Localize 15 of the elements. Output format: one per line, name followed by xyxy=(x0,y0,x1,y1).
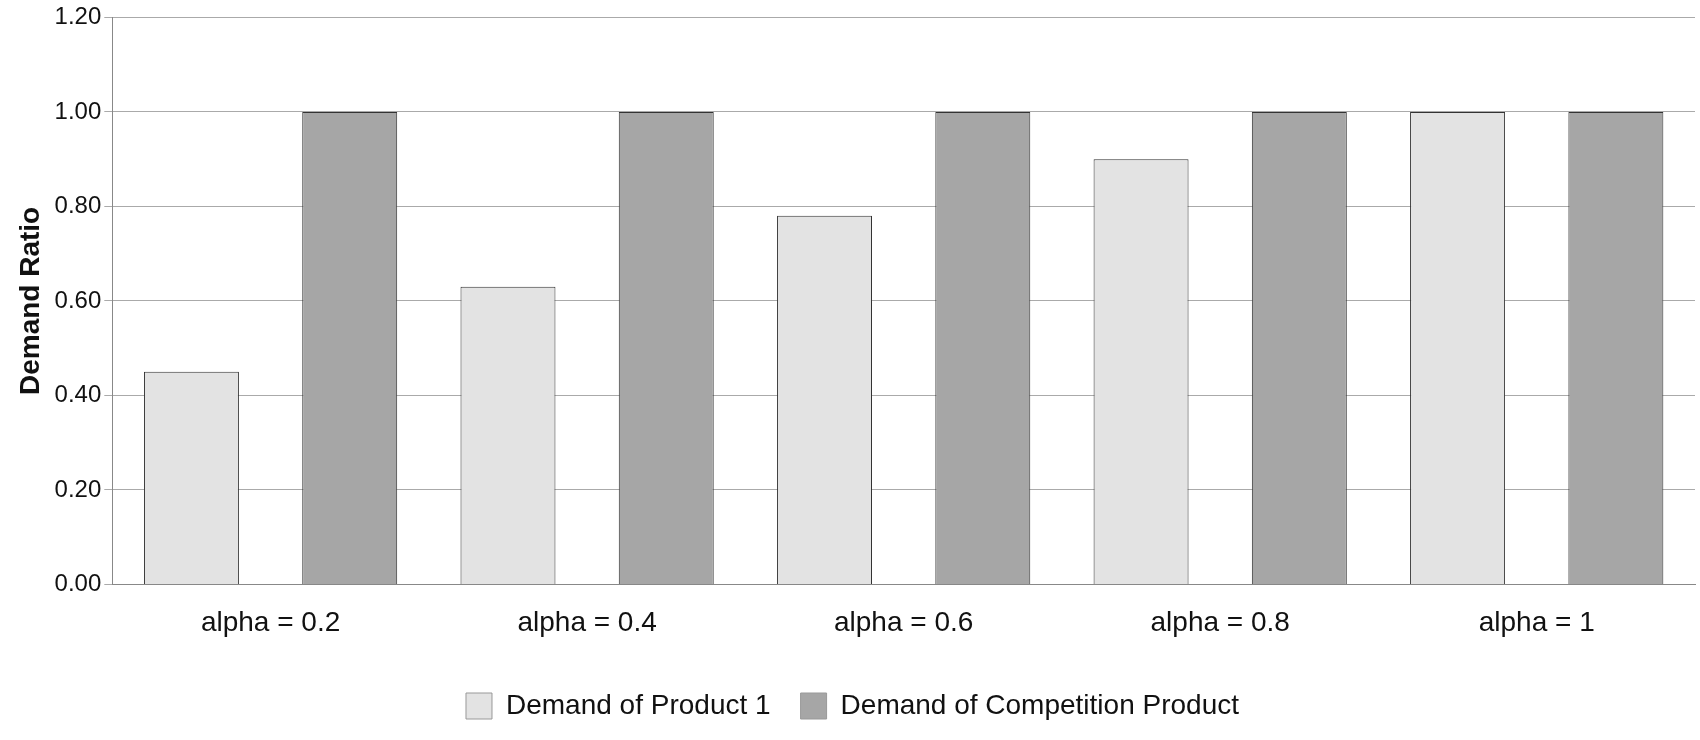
legend-label: Demand of Competition Product xyxy=(840,688,1240,720)
x-tick-label: alpha = 0.4 xyxy=(517,605,657,637)
y-tick-label: 0.20 xyxy=(54,474,102,502)
y-tick-label: 0.40 xyxy=(54,380,102,408)
x-tick-label: alpha = 0.2 xyxy=(200,605,341,637)
x-tick-label: alpha = 0.6 xyxy=(833,605,974,637)
y-tick-label: 0.00 xyxy=(54,569,102,597)
legend-label: Demand of Product 1 xyxy=(505,688,771,720)
x-tick-label: alpha = 1 xyxy=(1478,605,1595,637)
y-axis-title: Demand Ratio xyxy=(13,206,45,396)
y-tick-label: 1.00 xyxy=(54,96,102,124)
y-tick-label: 1.20 xyxy=(54,2,102,30)
y-tick-label: 0.60 xyxy=(54,285,102,313)
x-tick-label: alpha = 0.8 xyxy=(1150,605,1290,637)
y-tick-label: 0.80 xyxy=(54,191,102,219)
